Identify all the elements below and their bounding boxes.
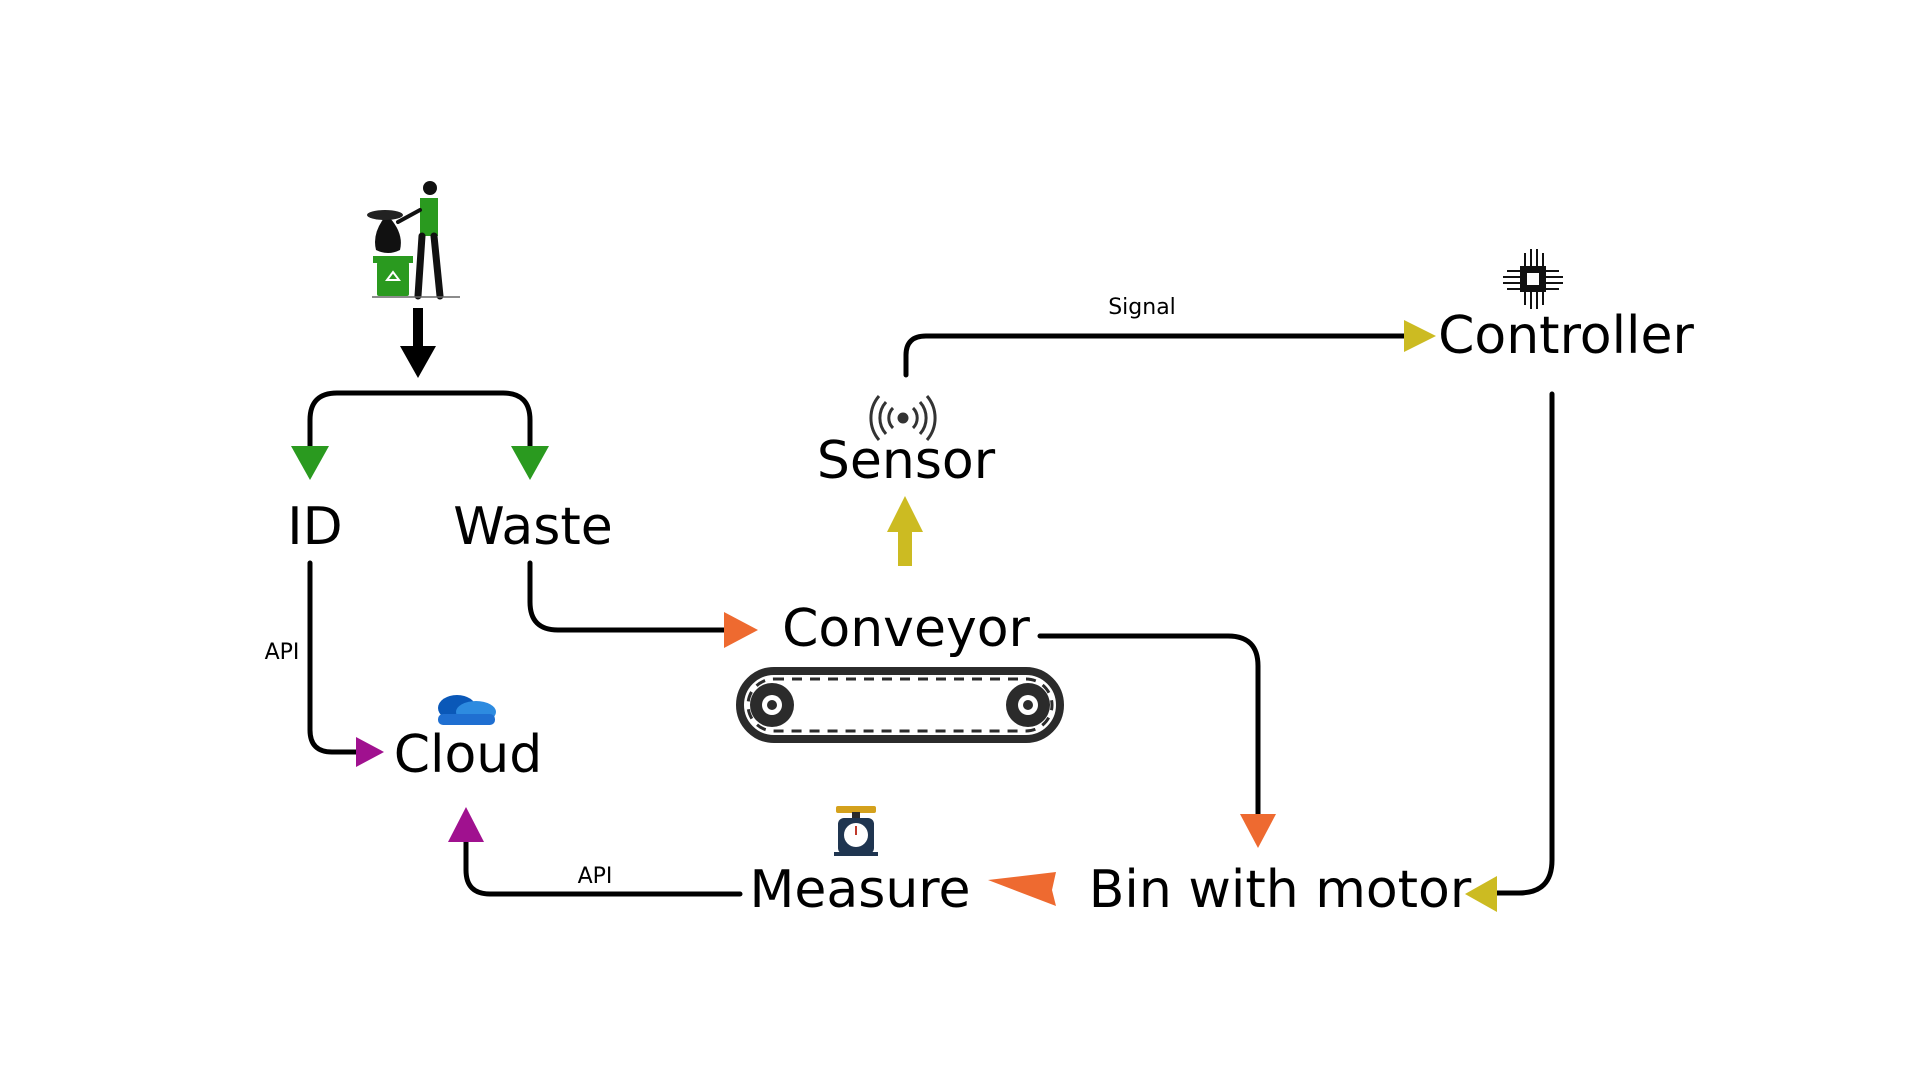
id-to-cloud-connector <box>307 560 360 755</box>
conveyor-belt-icon <box>736 667 1064 743</box>
onedrive-cloud-icon <box>438 695 496 725</box>
measure-to-cloud-connector <box>463 839 743 897</box>
node-id: ID <box>287 497 342 557</box>
node-bin: Bin with motor <box>1089 860 1472 920</box>
wireless-sensor-icon <box>869 395 937 441</box>
sensor-arrow <box>887 496 923 566</box>
conveyor-arrowhead <box>724 612 758 648</box>
node-conveyor: Conveyor <box>782 599 1030 659</box>
cloud-arrowhead-from-measure <box>448 807 484 842</box>
edge-label-signal: Signal <box>1108 295 1176 320</box>
conveyor-to-bin-connector <box>1037 633 1261 817</box>
microchip-icon <box>1503 249 1563 309</box>
waste-to-conveyor-connector <box>527 560 729 633</box>
edge-label-id-cloud: API <box>265 640 300 665</box>
weighing-scale-icon <box>834 806 878 856</box>
person-disposing-trash-icon <box>367 181 460 300</box>
cloud-arrowhead-from-id <box>356 737 384 767</box>
id-arrowhead <box>291 446 329 480</box>
edge-label-measure-cloud: API <box>578 864 613 889</box>
node-waste: Waste <box>453 497 612 557</box>
intake-arrow <box>400 308 436 378</box>
node-cloud: Cloud <box>394 725 543 785</box>
controller-to-bin-connector <box>1492 391 1555 896</box>
controller-arrowhead <box>1404 320 1436 352</box>
waste-arrowhead <box>511 446 549 480</box>
sensor-to-controller-connector <box>903 333 1409 378</box>
measure-arrowhead <box>988 872 1056 906</box>
split-connector <box>307 390 533 450</box>
bin-arrowhead <box>1240 814 1276 848</box>
node-controller: Controller <box>1438 306 1694 366</box>
bin-arrowhead-from-controller <box>1465 876 1497 912</box>
node-measure: Measure <box>750 860 971 920</box>
node-sensor: Sensor <box>817 431 996 491</box>
